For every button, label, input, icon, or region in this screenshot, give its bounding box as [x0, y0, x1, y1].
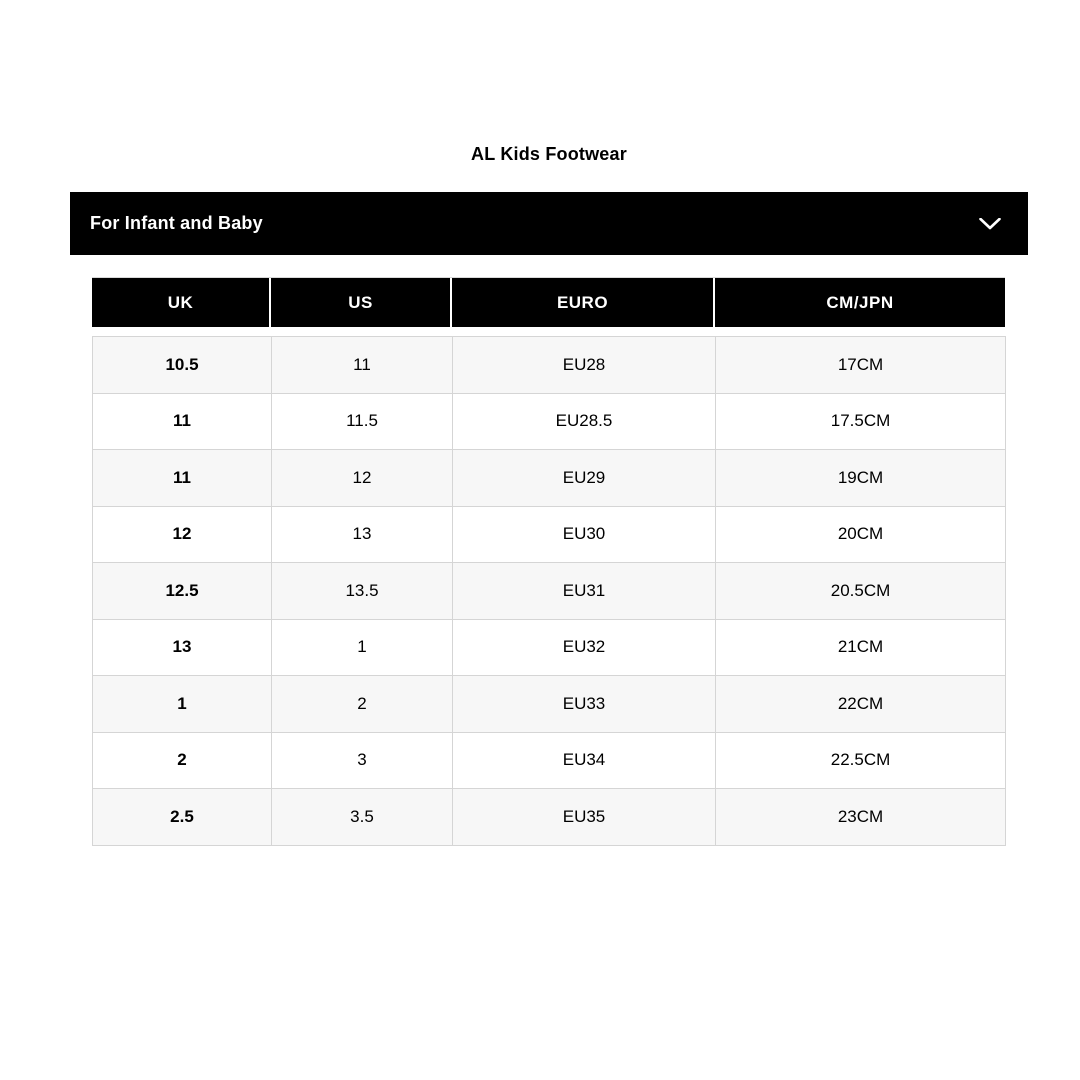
- cell-euro: EU28: [452, 336, 716, 394]
- table-header-row: UK US EURO CM/JPN: [92, 277, 1005, 327]
- cell-cm-jpn: 22.5CM: [715, 731, 1006, 789]
- chevron-down-icon[interactable]: [979, 217, 1001, 230]
- cell-uk: 11: [92, 392, 272, 450]
- cell-uk: 12: [92, 505, 272, 563]
- cell-cm-jpn: 21CM: [715, 618, 1006, 676]
- cell-uk: 2.5: [92, 788, 272, 846]
- table-row: 2 3 EU34 22.5CM: [92, 731, 1006, 789]
- cell-us: 3.5: [271, 788, 453, 846]
- cell-euro: EU29: [452, 449, 716, 507]
- size-table: UK US EURO CM/JPN 10.5 11 EU28 17CM 11 1…: [92, 277, 1006, 846]
- cell-uk: 10.5: [92, 336, 272, 394]
- cell-euro: EU32: [452, 618, 716, 676]
- column-header-euro: EURO: [452, 278, 715, 327]
- page-title: AL Kids Footwear: [471, 144, 627, 164]
- cell-euro: EU28.5: [452, 392, 716, 450]
- cell-cm-jpn: 20.5CM: [715, 562, 1006, 620]
- table-row: 12 13 EU30 20CM: [92, 505, 1006, 563]
- table-row: 13 1 EU32 21CM: [92, 618, 1006, 676]
- table-row: 1 2 EU33 22CM: [92, 675, 1006, 733]
- cell-euro: EU30: [452, 505, 716, 563]
- cell-cm-jpn: 19CM: [715, 449, 1006, 507]
- table-row: 12.5 13.5 EU31 20.5CM: [92, 562, 1006, 620]
- column-header-us: US: [271, 278, 452, 327]
- cell-cm-jpn: 20CM: [715, 505, 1006, 563]
- cell-uk: 1: [92, 675, 272, 733]
- cell-euro: EU33: [452, 675, 716, 733]
- cell-us: 3: [271, 731, 453, 789]
- column-header-uk: UK: [92, 278, 271, 327]
- cell-cm-jpn: 23CM: [715, 788, 1006, 846]
- cell-uk: 11: [92, 449, 272, 507]
- cell-us: 12: [271, 449, 453, 507]
- cell-euro: EU34: [452, 731, 716, 789]
- cell-us: 13: [271, 505, 453, 563]
- accordion-label: For Infant and Baby: [90, 213, 263, 233]
- cell-us: 1: [271, 618, 453, 676]
- table-row: 11 12 EU29 19CM: [92, 449, 1006, 507]
- cell-cm-jpn: 17.5CM: [715, 392, 1006, 450]
- column-header-cm-jpn: CM/JPN: [715, 278, 1005, 327]
- table-row: 10.5 11 EU28 17CM: [92, 336, 1006, 394]
- table-body: 10.5 11 EU28 17CM 11 11.5 EU28.5 17.5CM …: [92, 336, 1006, 846]
- cell-uk: 2: [92, 731, 272, 789]
- accordion-infant-baby[interactable]: For Infant and Baby: [70, 192, 1028, 255]
- cell-us: 11: [271, 336, 453, 394]
- cell-us: 11.5: [271, 392, 453, 450]
- table-row: 2.5 3.5 EU35 23CM: [92, 788, 1006, 846]
- cell-euro: EU35: [452, 788, 716, 846]
- table-row: 11 11.5 EU28.5 17.5CM: [92, 392, 1006, 450]
- cell-us: 2: [271, 675, 453, 733]
- size-chart-section: AL Kids Footwear For Infant and Baby UK …: [70, 0, 1028, 846]
- cell-euro: EU31: [452, 562, 716, 620]
- cell-uk: 13: [92, 618, 272, 676]
- cell-uk: 12.5: [92, 562, 272, 620]
- cell-us: 13.5: [271, 562, 453, 620]
- cell-cm-jpn: 22CM: [715, 675, 1006, 733]
- cell-cm-jpn: 17CM: [715, 336, 1006, 394]
